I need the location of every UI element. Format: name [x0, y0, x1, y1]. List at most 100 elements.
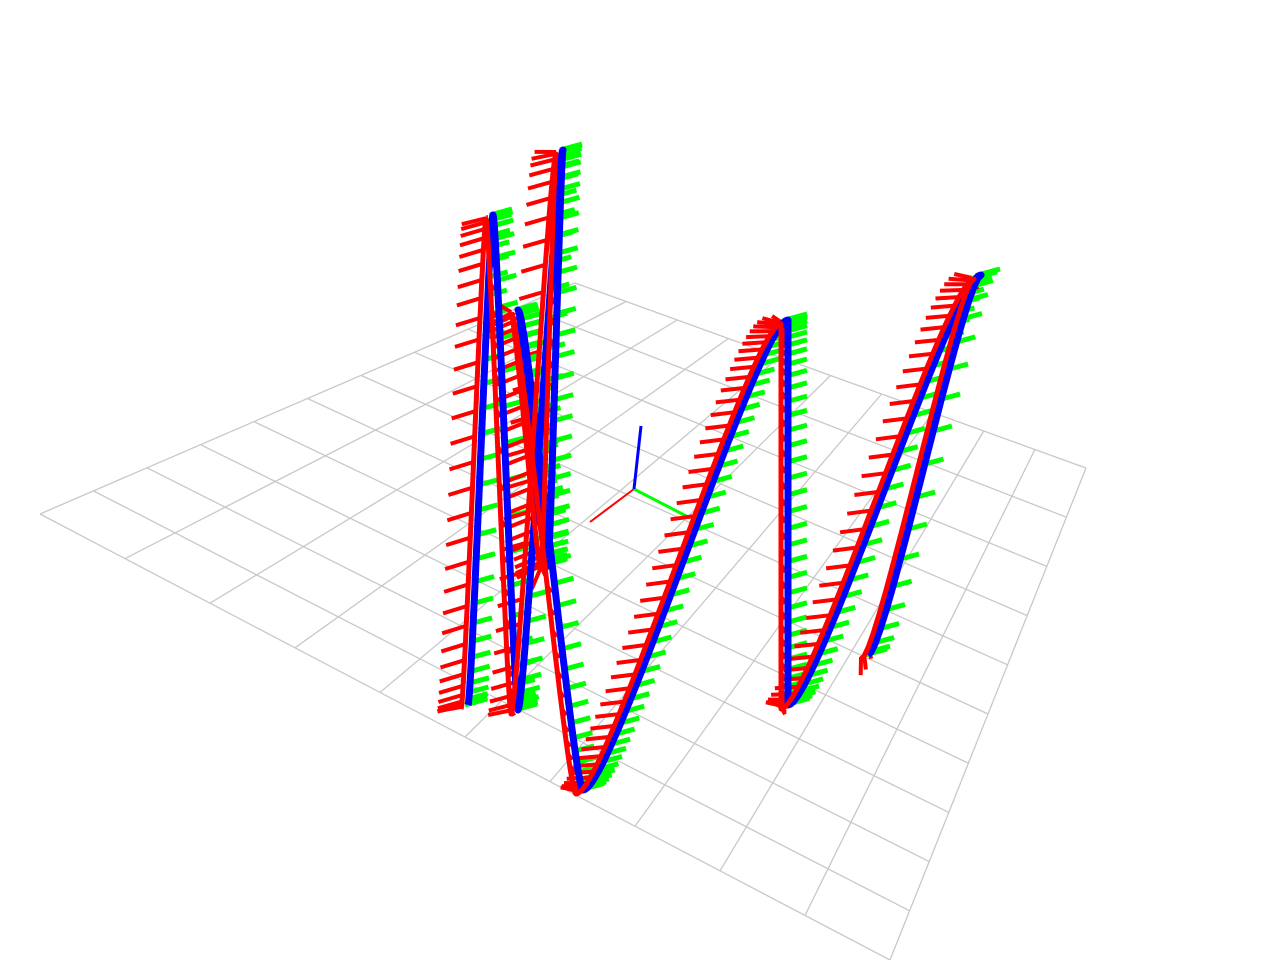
origin-y-axis — [633, 487, 691, 520]
frame-x-tick — [439, 658, 465, 670]
frame-x-tick — [525, 196, 551, 207]
frame-x-tick — [882, 416, 907, 424]
frame-x-tick — [839, 527, 864, 535]
frame-x-tick — [491, 347, 518, 361]
frame-x-tick — [658, 546, 682, 554]
frame-x-tick — [725, 375, 749, 382]
frame-x-tick — [458, 261, 484, 274]
frame-x-tick — [518, 290, 544, 301]
frame-x-tick — [590, 724, 614, 731]
frame-x-tick — [710, 410, 734, 418]
frame-x-tick — [889, 399, 913, 406]
frame-x-tick — [527, 179, 553, 191]
frame-x-tick — [446, 510, 472, 523]
frame-x-tick — [437, 699, 463, 711]
frame-x-tick — [524, 215, 550, 227]
frame-x-tick — [585, 735, 609, 742]
frame-x-tick — [520, 262, 546, 274]
grid-line-u — [414, 351, 1028, 617]
origin-axes — [589, 425, 691, 523]
frame-x-tick — [812, 597, 836, 605]
frame-x-tick — [908, 351, 933, 359]
grid-line-v — [549, 393, 883, 783]
trajectory-offset-curve — [458, 151, 977, 797]
frame-x-tick — [616, 658, 640, 665]
grid-line-u — [360, 374, 1008, 666]
frame-x-tick — [456, 296, 482, 308]
frame-x-tick — [438, 683, 464, 695]
frame-x-tick — [819, 580, 843, 588]
grid-line-v — [804, 449, 1036, 916]
frame-x-tick — [688, 467, 712, 474]
frame-x-tick — [794, 642, 818, 649]
grid-line-v — [719, 430, 985, 872]
frame-x-tick — [746, 334, 769, 340]
frame-x-tick — [522, 237, 548, 249]
frame-x-tick — [437, 693, 463, 704]
frame-x-tick — [622, 643, 646, 650]
frame-x-tick — [506, 486, 532, 500]
frame-x-tick — [490, 680, 516, 691]
frame-x-tick — [645, 579, 670, 587]
frame-x-tick — [676, 498, 701, 506]
frame-x-tick — [756, 320, 778, 327]
frame-x-tick — [896, 382, 920, 390]
frame-x-tick — [499, 304, 513, 314]
frame-x-tick — [529, 157, 555, 168]
frame-x-tick — [832, 545, 857, 553]
frame-x-tick — [770, 314, 783, 324]
frame-x-tick — [437, 703, 462, 714]
frame-x-tick — [444, 559, 470, 571]
frame-x-tick — [447, 485, 473, 497]
origin-x-axis — [589, 488, 635, 523]
frame-x-tick — [461, 216, 487, 227]
frame-x-tick — [734, 355, 758, 362]
frame-x-tick — [799, 628, 824, 635]
frame-x-tick — [753, 324, 775, 330]
frame-x-tick — [455, 316, 481, 328]
frame-x-tick — [451, 409, 477, 421]
frame-x-tick — [458, 247, 484, 259]
frame-x-tick — [600, 699, 624, 707]
frame-x-tick — [627, 627, 652, 635]
frame-x-tick — [459, 236, 485, 248]
frame-x-tick — [914, 338, 938, 345]
frame-x-tick — [639, 595, 664, 603]
frame-x-tick — [595, 712, 619, 719]
frame-x-tick — [664, 530, 688, 538]
trajectory-frames — [437, 141, 1001, 797]
frame-x-tick — [531, 151, 556, 161]
frame-x-tick — [861, 471, 885, 479]
frame-x-tick — [868, 452, 893, 460]
frame-x-tick — [729, 364, 754, 372]
frame-x-tick — [705, 423, 729, 431]
frame-x-tick — [761, 316, 780, 325]
grid-line-u — [574, 282, 1087, 469]
frame-x-tick — [806, 613, 830, 620]
frame-x-tick — [682, 482, 706, 490]
origin-z-axis — [632, 425, 643, 490]
trajectory-curve — [464, 146, 985, 794]
frame-x-tick — [742, 340, 765, 346]
frame-x-tick — [454, 337, 480, 349]
frame-x-tick — [825, 563, 850, 571]
frame-x-tick — [452, 384, 478, 396]
frame-x-tick — [457, 277, 483, 290]
frame-x-tick — [528, 166, 554, 178]
frame-x-tick — [610, 672, 635, 680]
frame-x-tick — [935, 295, 959, 301]
frame-x-tick — [505, 478, 531, 490]
frame-x-tick — [693, 452, 718, 459]
frame-x-tick — [930, 303, 954, 310]
frame-x-tick — [633, 611, 658, 619]
frame-x-tick — [652, 563, 676, 571]
frame-x-tick — [443, 582, 469, 594]
frame-x-tick — [875, 434, 900, 442]
frame-x-tick — [445, 535, 471, 548]
frame-x-tick — [846, 508, 871, 516]
frame-x-tick — [788, 654, 812, 661]
frame-x-tick — [439, 672, 465, 684]
frame-x-tick — [460, 220, 486, 232]
